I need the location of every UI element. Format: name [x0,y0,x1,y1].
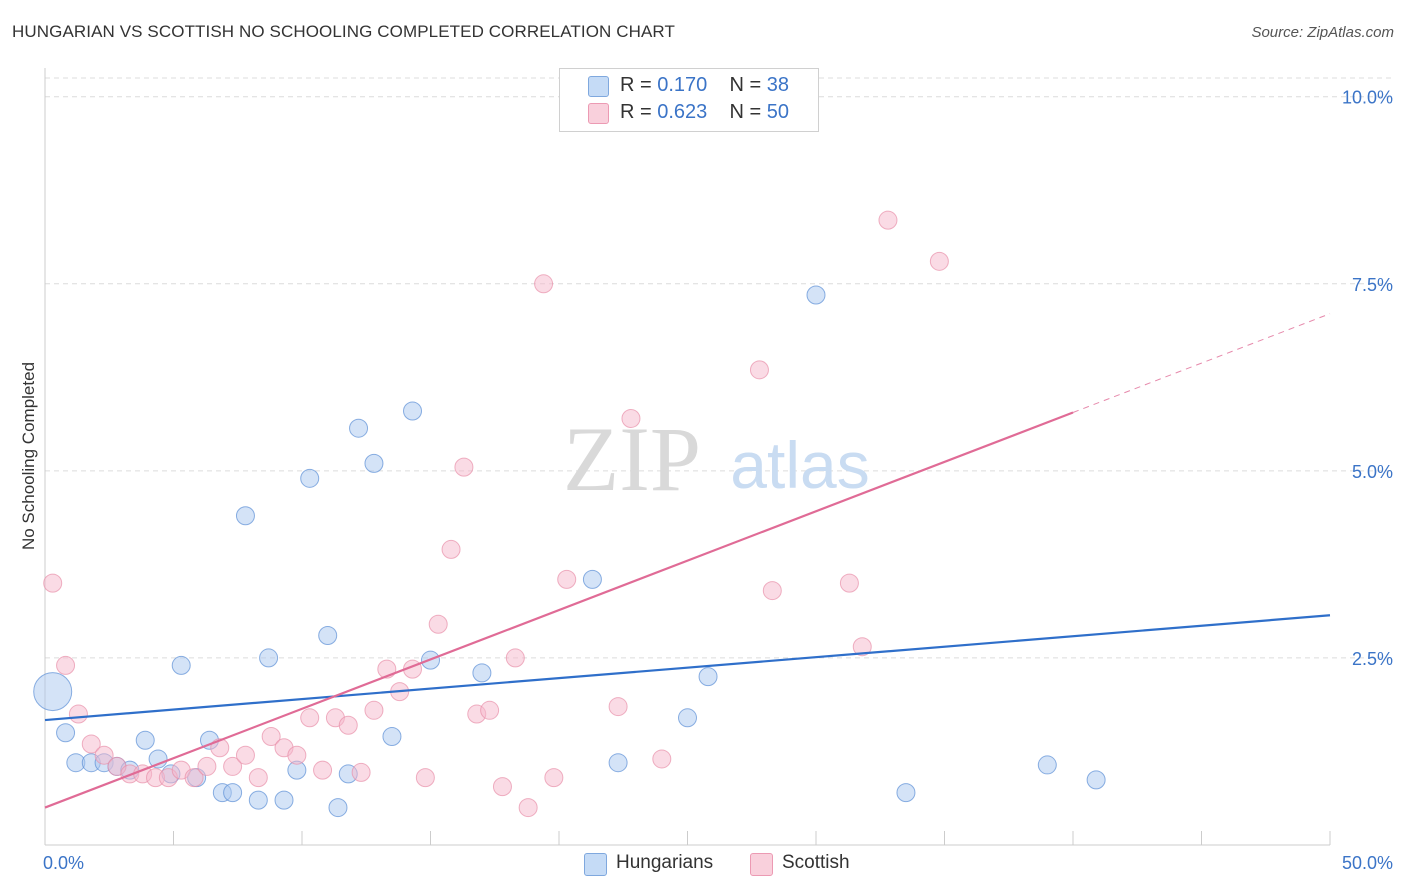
hungarians-point [349,418,369,438]
y-axis-label: No Schooling Completed [19,362,38,550]
hungarians-point [382,726,402,746]
scottish-point [68,704,88,724]
scottish-point [81,734,101,754]
watermark: ZIP atlas [563,408,870,510]
scottish-point [300,708,320,728]
legend-n-value: 50 [766,101,790,123]
source-label: Source: ZipAtlas.com [1251,24,1394,41]
chart-title: HUNGARIAN VS SCOTTISH NO SCHOOLING COMPL… [12,22,675,41]
scottish-point [505,648,525,668]
hungarians-point [678,708,697,728]
scottish-point [621,408,641,428]
x-tick-label: 50.0% [1342,853,1393,873]
hungarians-point [403,401,423,421]
bottom-legend-label-scottish: Scottish [782,852,850,873]
scottish-point [184,768,204,788]
watermark-atlas: atlas [730,428,869,502]
scottish-point [878,210,898,230]
legend-box: R = 0.170 N = 38 R = 0.623 N = 50 [559,68,819,132]
hungarians-point [259,648,279,668]
x-tick-labels: 0.0% 50.0% [43,853,1393,873]
scottish-point [94,745,114,765]
scottish-point [261,726,281,746]
scottish-point [197,756,217,776]
y-tick-label: 2.5% [1352,649,1393,669]
scottish-point [43,573,63,593]
bottom-legend-swatch-scottish [750,853,773,876]
scottish-point [557,569,577,589]
hungarians-point [698,667,718,687]
hungarians-point [318,625,338,645]
hungarians-point [274,790,294,810]
scottish-point [929,251,949,271]
scottish-point [415,768,435,788]
bottom-legend-swatch-hungarians [584,853,607,876]
scottish-point [749,360,769,380]
hungarians-points [33,285,1106,818]
scottish-point [223,756,243,776]
legend-n-value: 38 [766,74,790,96]
axes [44,68,1331,846]
hungarians-point [608,753,628,773]
scottish-point [492,777,512,797]
hungarians-point [472,663,492,683]
legend-swatch-hungarians [588,76,609,97]
scottish-point [839,573,859,593]
scottish-point [534,274,554,294]
hungarians-point [33,672,73,712]
legend-n-label: N = [729,74,762,96]
y-tick-label: 10.0% [1342,88,1393,108]
hungarians-trend-line [44,614,1331,722]
scottish-point [56,655,76,675]
scottish-trend-extension [1072,313,1331,413]
y-tick-label: 7.5% [1352,275,1393,295]
legend-r-label: R = [620,74,652,96]
legend-r-value: 0.623 [657,101,708,123]
legend-r-label: R = [620,101,652,123]
scottish-point [248,768,268,788]
scottish-point [364,700,384,720]
hungarians-point [235,506,255,526]
scottish-point [235,745,255,765]
hungarians-point [896,783,916,803]
scottish-point [852,637,872,657]
scottish-point [441,539,461,559]
scottish-point [608,697,628,717]
scottish-point [454,457,474,477]
hungarians-point [1086,770,1106,790]
hungarians-point [364,453,384,473]
legend-n-label: N = [729,101,762,123]
scottish-point [480,700,500,720]
scottish-point [652,749,672,769]
hungarians-point [1037,755,1057,775]
scottish-point [428,614,448,634]
scottish-point [351,762,371,782]
scottish-point [518,798,538,818]
hungarians-point [56,723,76,743]
hungarians-point [582,569,602,589]
scottish-point [544,768,564,788]
hungarians-point [248,790,268,810]
scottish-trend-line [44,411,1074,809]
x-tick-label: 0.0% [43,853,84,873]
scottish-point [313,760,333,780]
hungarians-point [328,798,348,818]
y-tick-label: 5.0% [1352,462,1393,482]
hungarians-point [171,655,191,675]
scottish-point [762,581,782,601]
hungarians-point [135,730,155,750]
bottom-legend-label-hungarians: Hungarians [616,852,714,873]
hungarians-point [223,783,243,803]
scottish-point [338,715,358,735]
hungarians-point [300,468,320,488]
legend-swatch-scottish [588,103,609,124]
scottish-point [287,745,307,765]
legend-r-value: 0.170 [657,74,708,96]
trend-lines [44,313,1331,809]
y-tick-labels: 2.5% 5.0% 7.5% 10.0% [1342,88,1393,669]
hungarians-point [806,285,826,305]
